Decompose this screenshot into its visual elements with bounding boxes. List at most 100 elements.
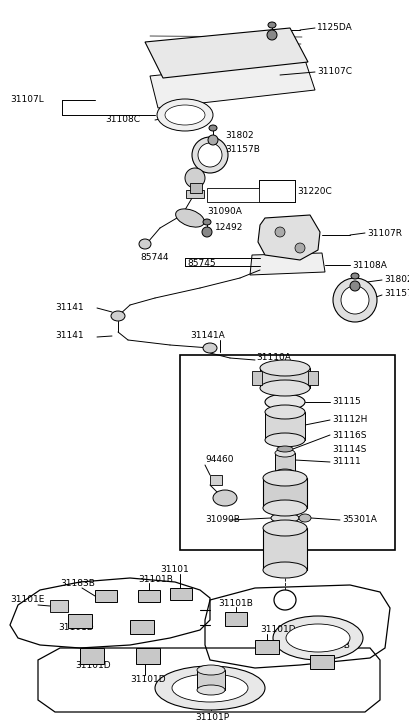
Ellipse shape [341,286,369,314]
Ellipse shape [139,239,151,249]
Text: 31101D: 31101D [58,624,94,632]
Text: 85745: 85745 [187,259,216,268]
Text: 31141: 31141 [55,303,83,313]
Text: 31157A: 31157A [384,289,409,297]
Text: 31090B: 31090B [205,515,240,524]
Text: 31107C: 31107C [317,68,352,76]
Bar [80,648,104,664]
Ellipse shape [267,30,277,40]
Ellipse shape [265,433,305,447]
Text: 31110A: 31110A [256,353,291,363]
Ellipse shape [260,380,310,396]
Text: 31220C: 31220C [297,187,332,196]
Ellipse shape [263,520,307,536]
Text: 31090A: 31090A [207,207,242,217]
Ellipse shape [203,343,217,353]
Text: 31101B: 31101B [218,598,253,608]
Ellipse shape [333,278,377,322]
Bar [186,190,204,198]
Ellipse shape [265,394,305,410]
Bar [252,371,262,385]
Text: 31111: 31111 [332,457,361,467]
Bar [225,612,247,626]
Text: 1125DA: 1125DA [317,23,353,33]
Text: 31141A: 31141A [190,331,225,340]
Text: 31802: 31802 [225,131,254,140]
Ellipse shape [203,219,211,225]
Ellipse shape [172,674,248,702]
Bar [95,590,117,602]
Polygon shape [145,28,308,78]
Bar [308,371,318,385]
Bar [263,478,307,508]
Ellipse shape [197,685,225,695]
Bar [263,528,307,570]
Text: 85744: 85744 [140,254,169,262]
Ellipse shape [268,22,276,28]
Ellipse shape [274,590,296,610]
Bar [180,355,395,550]
Text: 31101D: 31101D [75,661,110,670]
Text: 31112H: 31112H [332,416,367,425]
Ellipse shape [208,135,218,145]
Ellipse shape [275,469,295,477]
Bar [310,655,334,669]
Ellipse shape [165,105,205,125]
Text: 31101P: 31101P [195,713,229,723]
Ellipse shape [192,137,228,173]
Ellipse shape [275,449,295,457]
Text: 94460: 94460 [205,456,234,465]
Ellipse shape [273,616,363,660]
Bar [255,640,279,654]
Bar [136,648,160,664]
Bar [190,183,202,193]
Bar [130,620,154,634]
Text: 31116S: 31116S [332,430,366,440]
Ellipse shape [351,273,359,279]
Ellipse shape [197,665,225,675]
Text: 31107L: 31107L [10,95,44,105]
Bar [68,614,92,628]
Bar [197,670,225,690]
Text: 31108A: 31108A [352,260,387,270]
Bar [50,600,68,612]
Text: 31101E: 31101E [10,595,44,604]
Ellipse shape [209,125,217,131]
Text: 31101B: 31101B [138,576,173,585]
Ellipse shape [299,514,311,522]
Text: 31101: 31101 [160,566,189,574]
Text: A: A [282,595,288,605]
Bar [260,368,310,388]
Text: 31115: 31115 [332,398,361,406]
Text: 12492: 12492 [215,223,243,233]
Ellipse shape [277,446,293,452]
Ellipse shape [213,490,237,506]
Bar [170,588,192,600]
Bar [138,590,160,602]
Ellipse shape [111,311,125,321]
Ellipse shape [263,562,307,578]
Ellipse shape [275,227,285,237]
Text: 31141: 31141 [55,331,83,340]
Text: 31108C: 31108C [105,116,140,124]
Ellipse shape [271,513,299,523]
Ellipse shape [175,209,204,227]
Text: 35301A: 35301A [342,515,377,524]
Ellipse shape [263,470,307,486]
Bar [275,453,295,473]
Text: 31157B: 31157B [225,145,260,155]
Bar [265,412,305,440]
Ellipse shape [202,227,212,237]
Ellipse shape [155,666,265,710]
Ellipse shape [185,168,205,188]
Polygon shape [258,215,320,260]
Text: 31107R: 31107R [367,228,402,238]
Bar [210,475,222,485]
Ellipse shape [198,143,222,167]
Ellipse shape [350,281,360,291]
Ellipse shape [286,624,350,652]
Polygon shape [150,60,315,108]
Bar [207,188,259,202]
Text: 31114S: 31114S [332,444,366,454]
Ellipse shape [295,243,305,253]
